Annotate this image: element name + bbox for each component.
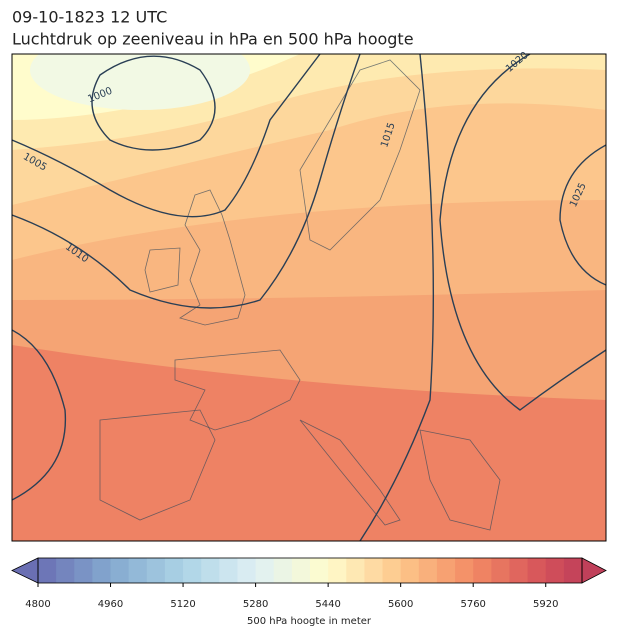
isobar — [12, 54, 321, 218]
colorbar-extend-low — [11, 557, 39, 584]
isobar — [359, 54, 435, 541]
colorbar-segment — [56, 558, 75, 583]
colorbar-segment — [382, 558, 402, 583]
colorbar-segment — [364, 558, 384, 583]
colorbar-segment — [110, 558, 130, 583]
map — [12, 54, 606, 541]
isobar — [12, 329, 67, 501]
colorbar-segment — [400, 558, 420, 583]
coastline — [299, 59, 421, 251]
colorbar-tick-label: 5920 — [533, 599, 558, 610]
isobar — [559, 144, 606, 286]
coastline — [144, 247, 181, 293]
colorbar-segment — [346, 558, 365, 583]
colorbar-segment — [74, 558, 93, 583]
colorbar-tick-label: 5280 — [243, 599, 268, 610]
coastline — [299, 419, 401, 526]
colorbar-frame — [37, 557, 583, 584]
colorbar-segment — [128, 558, 148, 583]
band — [30, 54, 250, 110]
colorbar-extend-high — [581, 557, 607, 584]
colorbar-segment — [237, 558, 257, 583]
colorbar-segment — [455, 558, 474, 583]
colorbar-segment — [201, 558, 220, 583]
colorbar: 4800 4960 5120 5280 5440 5600 5760 5920 — [11, 557, 607, 610]
colorbar-tick-label: 5440 — [315, 599, 340, 610]
colorbar-segment — [219, 558, 238, 583]
coastline — [179, 189, 246, 326]
title: 09-10-1823 12 UTC — [12, 8, 167, 27]
colorbar-segment — [509, 558, 529, 583]
colorbar-segment — [473, 558, 492, 583]
subtitle: Luchtdruk op zeeniveau in hPa en 500 hPa… — [12, 30, 414, 49]
colorbar-segment — [146, 558, 166, 583]
colorbar-segment — [38, 558, 57, 583]
isobar — [439, 54, 606, 411]
colorbar-tick-label: 4960 — [98, 599, 123, 610]
coastline — [174, 349, 301, 431]
colorbar-segment — [273, 558, 293, 583]
colorbar-tick-label: 5600 — [388, 599, 413, 610]
colorbar-segment — [545, 558, 565, 583]
colorbar-label: 500 hPa hoogte in meter — [247, 616, 372, 627]
colorbar-segment — [527, 558, 547, 583]
colorbar-tick-label: 4800 — [25, 599, 50, 610]
colorbar-segment — [255, 558, 275, 583]
isobar — [12, 54, 361, 309]
isobar — [91, 55, 216, 151]
colorbar-segment — [164, 558, 184, 583]
colorbar-tick-label: 5760 — [460, 599, 485, 610]
colorbar-segment — [92, 558, 112, 583]
coastline — [419, 429, 501, 531]
colorbar-segment — [491, 558, 510, 583]
colorbar-segment — [436, 558, 456, 583]
colorbar-tick-label: 5120 — [170, 599, 195, 610]
colorbar-segment — [563, 558, 583, 583]
colorbar-segment — [418, 558, 438, 583]
map-frame — [11, 53, 607, 542]
coastline — [99, 409, 216, 521]
colorbar-segment — [183, 558, 202, 583]
colorbar-segment — [328, 558, 347, 583]
colorbar-segment — [291, 558, 311, 583]
colorbar-segment — [310, 558, 329, 583]
